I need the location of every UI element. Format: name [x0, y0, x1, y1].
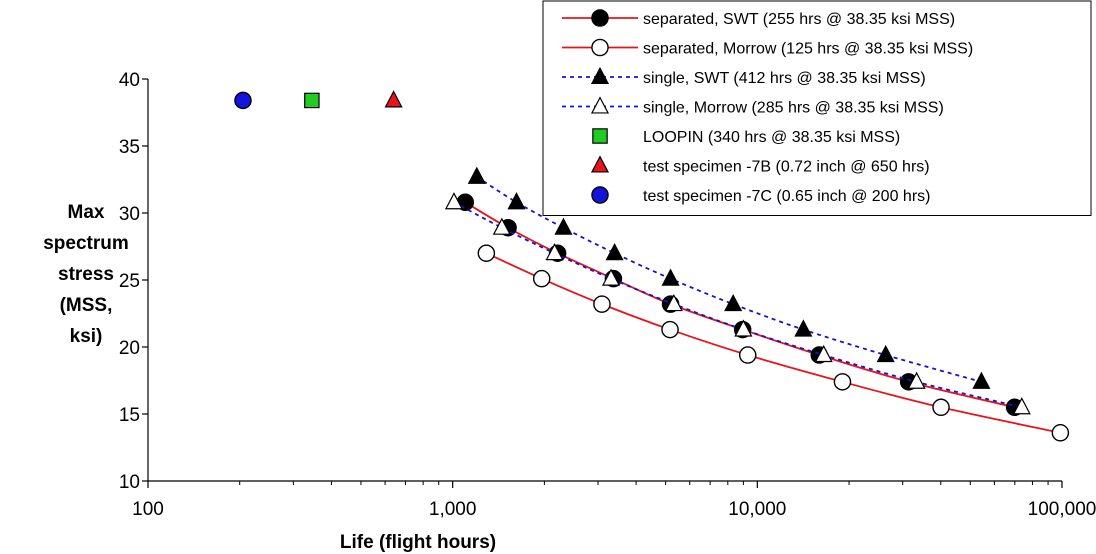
data-point — [734, 319, 753, 337]
series-5 — [304, 92, 320, 109]
legend: separated, SWT (255 hrs @ 38.35 ksi MSS)… — [542, 0, 1092, 216]
data-point — [554, 217, 573, 235]
y-axis-title-line: (MSS, — [60, 295, 113, 316]
data-point — [384, 90, 403, 108]
legend-marker — [591, 38, 609, 57]
series-2 — [477, 244, 1070, 442]
x-tick-label: 100 — [132, 499, 164, 520]
legend-box — [542, 0, 1092, 216]
data-point — [545, 243, 564, 261]
legend-label: test specimen -7C (0.65 inch @ 200 hrs) — [643, 188, 930, 205]
y-tick-label: 25 — [119, 271, 140, 292]
data-point — [234, 91, 252, 110]
y-tick-label: 35 — [119, 137, 140, 158]
series-1 — [456, 193, 1024, 417]
data-point — [661, 268, 680, 286]
data-point — [477, 244, 496, 262]
legend-marker — [590, 66, 610, 85]
data-point — [972, 371, 991, 389]
y-axis-title-line: Max — [68, 202, 105, 223]
y-tick-label: 20 — [119, 338, 140, 359]
series-6 — [384, 90, 403, 108]
series-layer — [234, 90, 1070, 442]
y-tick-label: 15 — [119, 405, 140, 426]
data-point — [1012, 397, 1031, 415]
data-point — [304, 92, 320, 109]
data-point — [738, 346, 757, 364]
series-line — [453, 201, 1023, 409]
series-3 — [467, 166, 991, 389]
data-point — [507, 192, 526, 210]
data-point — [664, 293, 683, 312]
data-point — [814, 344, 833, 363]
x-tick-label: 1,000 — [429, 499, 477, 520]
data-point — [876, 344, 895, 363]
y-tick-label: 40 — [119, 70, 140, 91]
data-point — [907, 371, 926, 389]
data-point — [601, 268, 621, 286]
data-point — [605, 243, 624, 261]
series-7 — [234, 91, 252, 110]
data-point — [593, 295, 611, 313]
data-point — [724, 293, 743, 312]
legend-marker — [590, 155, 610, 173]
data-point — [794, 319, 813, 337]
legend-label: separated, SWT (255 hrs @ 38.35 ksi MSS) — [643, 11, 955, 28]
series-line — [485, 252, 1061, 434]
data-point — [492, 217, 511, 235]
legend-marker — [591, 9, 609, 27]
axes: 10 15 20 25 30 35 40 100 1,000 10,000 100,000 — [119, 70, 1096, 520]
series-4 — [444, 192, 1031, 415]
legend-label: single, Morrow (285 hrs @ 38.35 ksi MSS) — [643, 100, 944, 117]
y-axis-title-line: stress — [58, 264, 114, 285]
y-tick-label: 10 — [119, 472, 140, 493]
data-point — [1051, 424, 1070, 442]
data-point — [532, 269, 551, 288]
legend-marker — [591, 186, 609, 204]
series-line — [464, 201, 1015, 409]
y-axis-title-line: ksi) — [70, 326, 103, 347]
y-axis-title: Max spectrum stress (MSS, ksi) — [43, 202, 129, 347]
legend-label: separated, Morrow (125 hrs @ 38.35 ksi M… — [643, 41, 973, 58]
data-point — [661, 320, 679, 339]
legend-label: test specimen -7B (0.72 inch @ 650 hrs) — [643, 159, 930, 176]
data-point — [444, 192, 464, 210]
y-tick-label: 30 — [119, 204, 140, 225]
y-axis-title-line: spectrum — [43, 233, 129, 254]
legend-label: single, SWT (412 hrs @ 38.35 ksi MSS) — [643, 70, 926, 87]
data-point — [467, 166, 486, 184]
series-line — [476, 176, 982, 383]
legend-marker — [590, 96, 610, 114]
legend-marker — [592, 128, 608, 144]
x-tick-label: 10,000 — [728, 499, 786, 520]
data-point — [932, 398, 950, 417]
x-tick-label: 100,000 — [1028, 499, 1096, 520]
legend-label: LOOPIN (340 hrs @ 38.35 ksi MSS) — [643, 129, 900, 146]
data-point — [833, 373, 852, 391]
x-axis-title: Life (flight hours) — [340, 532, 496, 553]
